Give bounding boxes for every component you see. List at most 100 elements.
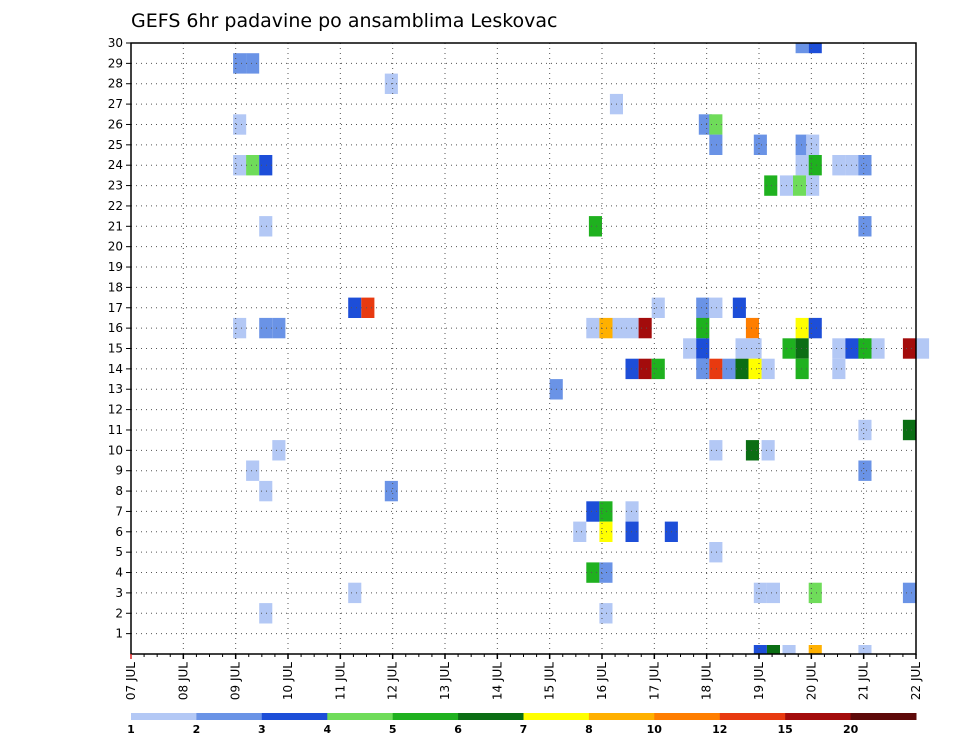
colorbar-swatch [392, 713, 459, 720]
precip-cell [588, 216, 602, 237]
precip-cell [683, 338, 697, 359]
precip-cell [259, 603, 273, 624]
precip-cell [735, 338, 749, 359]
precip-cell [696, 358, 710, 380]
colorbar-label: 5 [389, 723, 397, 736]
precip-cell [858, 645, 872, 654]
x-tick-label: 21 JUL [857, 662, 871, 700]
chart-title: GEFS 6hr padavine po ansamblima Leskovac [131, 10, 558, 32]
precip-cell [766, 582, 780, 604]
precip-cell [806, 134, 820, 155]
precip-cell [748, 358, 762, 380]
precip-cell [573, 521, 587, 542]
y-tick-label: 10 [108, 443, 123, 457]
precip-cell [764, 175, 778, 196]
x-tick-label: 12 JUL [386, 662, 400, 700]
precip-cell [832, 358, 846, 380]
y-tick-label: 22 [108, 199, 123, 213]
colorbar-label: 12 [712, 723, 727, 736]
precip-cell [272, 440, 286, 461]
x-tick-label: 20 JUL [804, 662, 818, 700]
y-tick-label: 21 [108, 219, 123, 233]
y-tick-label: 9 [115, 464, 123, 478]
colorbar-swatch [654, 713, 721, 720]
colorbar-swatch [850, 713, 917, 720]
x-tick-label: 11 JUL [333, 662, 347, 700]
colorbar-swatch [327, 713, 394, 720]
precip-cell [858, 419, 872, 441]
precip-cell [586, 562, 600, 583]
precip-cell [808, 582, 822, 604]
precip-cell [361, 297, 375, 318]
precip-cell [806, 175, 820, 196]
x-tick-label: 17 JUL [647, 662, 661, 700]
precip-cell [832, 338, 846, 359]
precip-cell [871, 338, 885, 359]
precip-cell [753, 645, 767, 654]
precip-cell [761, 440, 775, 461]
precip-cell [259, 155, 273, 176]
precip-cell [586, 317, 600, 339]
precip-cell [916, 338, 930, 359]
precip-cell [696, 317, 710, 339]
y-tick-label: 12 [108, 403, 123, 417]
x-tick-label: 13 JUL [438, 662, 452, 700]
y-tick-label: 8 [115, 484, 123, 498]
precip-cell [808, 645, 822, 654]
precip-cell [748, 338, 762, 359]
y-tick-label: 23 [108, 179, 123, 193]
precipitation-cells [233, 43, 930, 654]
precip-cell [745, 440, 759, 461]
precip-cell [599, 603, 613, 624]
colorbar-label: 3 [258, 723, 266, 736]
x-axis: 07 JUL 08 JUL 09 JUL 10 JUL 11 JUL 12 JUL 13 J… [124, 654, 923, 700]
precip-cell [638, 358, 652, 380]
x-tick-label: 14 JUL [490, 662, 504, 700]
colorbar-label: 4 [323, 723, 331, 736]
y-tick-label: 17 [108, 301, 123, 315]
precip-cell [651, 297, 665, 318]
y-tick-label: 18 [108, 280, 123, 294]
y-tick-label: 2 [115, 606, 123, 620]
colorbar-label: 8 [585, 723, 593, 736]
x-tick-label: 22 JUL [909, 662, 923, 700]
x-tick-label: 16 JUL [595, 662, 609, 700]
precip-cell [709, 114, 723, 135]
precip-cell [696, 338, 710, 359]
grid-lines [131, 42, 916, 654]
precip-cell [732, 297, 746, 318]
colorbar-swatch [131, 713, 197, 720]
colorbar-swatch [458, 713, 524, 720]
precip-cell [599, 501, 613, 522]
y-tick-label: 5 [115, 545, 123, 559]
precip-cell [246, 155, 260, 176]
precip-cell [348, 582, 362, 604]
colorbar-label: 15 [778, 723, 793, 736]
y-tick-label: 30 [108, 36, 123, 50]
colorbar-swatch [196, 713, 263, 720]
precip-cell [735, 358, 749, 380]
precip-cell [625, 317, 639, 339]
precip-cell [233, 114, 247, 135]
precip-cell [795, 317, 809, 339]
colorbar-swatch [719, 713, 786, 720]
precip-cell [745, 317, 759, 339]
precip-cell [599, 562, 613, 583]
precip-cell [858, 216, 872, 237]
x-tick-label: 09 JUL [229, 662, 243, 700]
y-tick-label: 11 [108, 423, 123, 437]
precip-cell [858, 155, 872, 176]
precip-cell [858, 338, 872, 359]
precip-cell [902, 419, 916, 441]
precip-cell [233, 53, 247, 74]
y-tick-label: 15 [108, 342, 123, 356]
precip-cell [795, 358, 809, 380]
colorbar-label: 6 [454, 723, 462, 736]
precip-cell [795, 134, 809, 155]
precip-cell [795, 43, 809, 54]
y-tick-label: 26 [108, 117, 123, 131]
precip-cell [782, 338, 796, 359]
x-tick-label: 15 JUL [543, 662, 557, 700]
y-tick-label: 4 [115, 566, 123, 580]
